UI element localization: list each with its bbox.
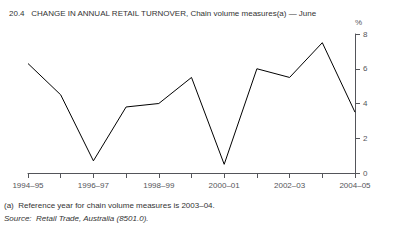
svg-text:2004–05: 2004–05 [339,181,371,190]
svg-text:Source: Retail Trade, Austral: Source: Retail Trade, Australia (8501.0)… [4,214,149,223]
svg-text:20.4 CHANGE IN ANNUAL RETAIL: 20.4 CHANGE IN ANNUAL RETAIL TURNOVER, C… [9,9,317,18]
svg-text:2: 2 [363,134,368,143]
svg-text:8: 8 [363,30,368,39]
svg-text:2002–03: 2002–03 [274,181,306,190]
svg-text:1998–99: 1998–99 [143,181,175,190]
svg-text:4: 4 [363,99,368,108]
svg-text:%: % [355,18,362,27]
svg-text:2000–01: 2000–01 [209,181,241,190]
svg-text:1994–95: 1994–95 [12,181,44,190]
svg-text:(a) Reference year for chain: (a) Reference year for chain volume meas… [4,201,215,210]
svg-text:1996–97: 1996–97 [78,181,110,190]
svg-text:6: 6 [363,64,368,73]
svg-text:0: 0 [363,169,368,178]
